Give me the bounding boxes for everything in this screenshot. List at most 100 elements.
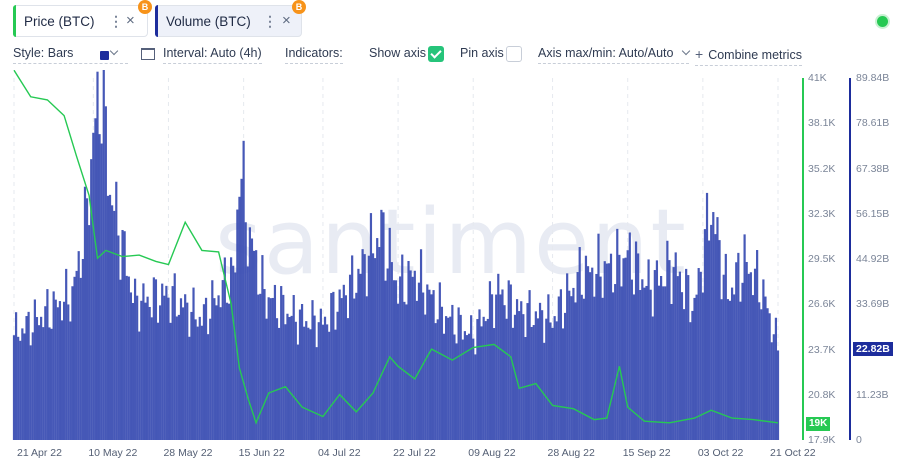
- volume-bar: [62, 301, 66, 440]
- volume-bar: [545, 318, 548, 440]
- volume-bar: [574, 302, 577, 440]
- volume-bar: [643, 287, 646, 440]
- volume-bar: [257, 294, 260, 440]
- volume-bar: [161, 283, 164, 440]
- combine-metrics-label: Combine metrics: [708, 48, 802, 62]
- volume-bar: [455, 343, 458, 440]
- volume-bar: [482, 316, 485, 440]
- volume-bar: [371, 253, 375, 440]
- price-tick-label: 29.5K: [808, 253, 836, 265]
- show-axis-toggle[interactable]: Show axis: [369, 46, 426, 63]
- volume-bar: [140, 300, 143, 440]
- volume-bar: [714, 234, 717, 440]
- combine-metrics-button[interactable]: + Combine metrics: [695, 46, 802, 66]
- tab-accent-bar: [155, 5, 158, 37]
- volume-bar: [138, 331, 141, 440]
- volume-bar: [758, 302, 761, 440]
- close-icon[interactable]: ×: [126, 12, 135, 29]
- volume-bar: [378, 247, 381, 440]
- show-axis-checkbox[interactable]: [428, 46, 444, 62]
- volume-bar: [770, 342, 773, 440]
- volume-bar: [192, 287, 195, 440]
- volume-bar: [595, 273, 598, 440]
- volume-bar: [79, 277, 82, 440]
- close-icon[interactable]: ×: [282, 12, 291, 29]
- volume-bar: [484, 321, 487, 440]
- volume-bar: [33, 299, 36, 440]
- pin-axis-checkbox[interactable]: [506, 46, 522, 62]
- volume-bar: [319, 308, 322, 440]
- plus-icon: +: [695, 46, 704, 62]
- volume-bar: [44, 306, 47, 440]
- volume-bar: [125, 275, 128, 440]
- volume-bar: [225, 302, 229, 440]
- indicators-select[interactable]: Indicators:: [285, 46, 343, 64]
- volume-bar: [589, 272, 592, 440]
- volume-bar: [641, 279, 644, 440]
- volume-bar: [232, 265, 235, 440]
- volume-bar: [401, 254, 404, 440]
- tab-volume-btc[interactable]: Volume (BTC) ⋮ × B: [155, 0, 306, 37]
- volume-bar: [722, 274, 725, 440]
- volume-bar: [553, 316, 556, 440]
- volume-bar: [682, 309, 686, 440]
- volume-bar: [108, 194, 112, 440]
- x-tick-label: 21 Apr 22: [17, 447, 62, 459]
- volume-bar: [756, 250, 759, 440]
- chart-area[interactable]: santiment 41K 38.1K 35.2K 32.3K 29.5K 26.6K 23…: [0, 70, 900, 470]
- volume-bar: [311, 300, 314, 440]
- volume-bar: [555, 321, 558, 440]
- volume-bar: [19, 340, 22, 440]
- volume-bar: [563, 312, 567, 440]
- interval-select[interactable]: Interval: Auto (4h): [163, 46, 262, 64]
- volume-bar: [490, 294, 494, 440]
- volume-bar: [269, 298, 272, 440]
- volume-bar: [672, 267, 675, 440]
- volume-bar: [776, 350, 780, 440]
- volume-bar: [50, 328, 53, 440]
- current-price-badge: 19K: [806, 417, 831, 431]
- volume-bar: [551, 327, 554, 440]
- volume-bar: [83, 186, 87, 440]
- axis-maxmin-select[interactable]: Axis max/min: Auto/Auto: [538, 46, 691, 64]
- volume-bar: [457, 307, 460, 440]
- pin-axis-toggle[interactable]: Pin axis: [460, 46, 504, 63]
- volume-bar: [411, 276, 414, 440]
- volume-bar: [156, 322, 160, 440]
- tab-label: Price (BTC): [24, 13, 95, 29]
- volume-bar: [609, 253, 613, 440]
- volume-bar: [71, 286, 74, 440]
- volume-bar: [616, 228, 619, 440]
- volume-bar: [655, 260, 659, 440]
- volume-bar: [561, 328, 565, 440]
- volume-bar: [762, 279, 765, 440]
- volume-bar: [321, 324, 325, 440]
- volume-bar: [207, 334, 210, 440]
- volume-bar: [29, 345, 32, 440]
- volume-bar: [718, 240, 721, 440]
- volume-bar: [472, 338, 475, 440]
- tab-price-btc[interactable]: Price (BTC) ⋮ × B: [13, 0, 152, 37]
- volume-bar: [14, 312, 18, 440]
- style-select[interactable]: Style: Bars: [13, 46, 128, 64]
- volume-bar: [88, 225, 91, 440]
- volume-tick-label: 11.23B: [856, 388, 889, 401]
- volume-bar: [106, 195, 110, 440]
- show-axis-label: Show axis: [369, 46, 426, 60]
- volume-bar: [275, 318, 279, 440]
- volume-bar: [261, 255, 264, 440]
- volume-bar: [730, 287, 734, 440]
- volume-bar: [190, 311, 193, 440]
- color-swatch[interactable]: [100, 51, 109, 60]
- volume-bar: [77, 251, 80, 440]
- volume-bar: [117, 235, 120, 440]
- more-options-icon[interactable]: ⋮: [263, 13, 277, 29]
- volume-bar: [133, 278, 137, 440]
- volume-bar: [238, 196, 241, 440]
- more-options-icon[interactable]: ⋮: [109, 13, 123, 29]
- volume-bar: [772, 334, 775, 440]
- volume-bar: [227, 303, 231, 440]
- volume-bar: [167, 297, 170, 440]
- volume-bar: [549, 322, 552, 440]
- volume-bar: [267, 297, 270, 440]
